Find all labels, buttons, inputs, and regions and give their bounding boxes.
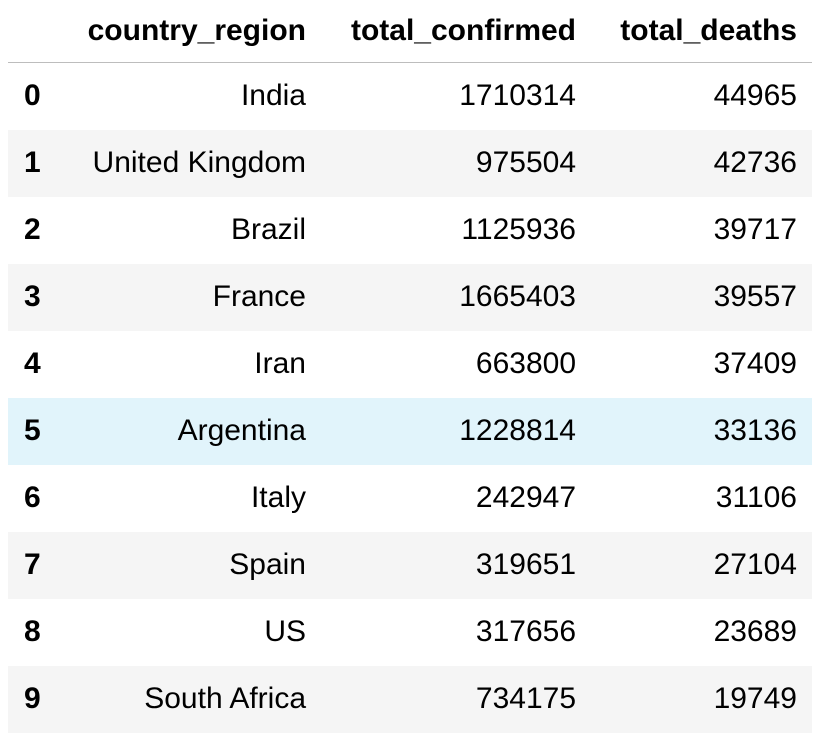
cell-country-region: France [212,280,306,313]
column-header-total-confirmed: total_confirmed [306,0,576,63]
cell-country-region: Argentina [177,414,306,447]
row-index: 4 [24,347,41,380]
cell-total-confirmed: 319651 [475,548,576,581]
header-spacer [797,0,812,63]
table-row: 0 India 1710314 44965 [8,63,812,130]
index-header [8,0,74,63]
table-row: 1 United Kingdom 975504 42736 [8,129,812,197]
header-row: country_region total_confirmed total_dea… [8,0,812,63]
cell-total-confirmed: 1228814 [459,414,576,447]
table-row: 2 Brazil 1125936 39717 [8,197,812,264]
cell-total-deaths: 39717 [713,213,797,246]
cell-country-region: South Africa [144,682,306,715]
row-index: 6 [24,481,41,514]
table-body: 0 India 1710314 44965 1 United Kingdom 975504 4… [8,63,812,733]
cell-total-confirmed: 734175 [475,682,576,715]
cell-total-deaths: 42736 [713,146,797,179]
cell-total-confirmed: 1710314 [459,79,576,113]
cell-country-region: US [264,615,306,648]
cell-country-region: Spain [229,548,306,581]
cell-total-confirmed: 1665403 [459,280,576,313]
cell-country-region: Iran [254,347,306,380]
cell-total-deaths: 33136 [713,414,797,447]
table-row: 4 Iran 663800 37409 [8,331,812,398]
cell-total-deaths: 23689 [713,615,797,648]
cell-total-confirmed: 975504 [475,146,576,179]
row-spacer [797,63,812,130]
table-row: 7 Spain 319651 27104 [8,531,812,599]
cell-country-region: United Kingdom [92,146,306,179]
row-spacer [797,264,812,331]
cell-total-confirmed: 663800 [475,347,576,380]
table-row: 5 Argentina 1228814 33136 [8,397,812,465]
row-index: 9 [24,682,41,715]
row-index: 2 [24,213,41,246]
cell-total-confirmed: 1125936 [461,213,576,246]
cell-country-region: Brazil [230,213,306,246]
row-index: 1 [24,146,41,179]
cell-total-deaths: 31106 [715,481,797,514]
row-spacer [797,331,812,398]
row-spacer [797,599,812,666]
table-row: 8 US 317656 23689 [8,599,812,666]
cell-total-deaths: 19749 [713,682,797,715]
row-spacer [797,465,812,532]
column-header-total-deaths: total_deaths [576,0,797,63]
row-spacer [797,532,812,599]
column-header-country-region: country_region [74,0,306,63]
cell-total-deaths: 39557 [713,280,797,313]
row-index: 7 [24,548,41,581]
cell-country-region: India [240,79,306,113]
row-index: 3 [24,280,41,313]
table-row: 9 South Africa 734175 19749 [8,665,812,733]
row-index: 8 [24,615,41,648]
row-spacer [797,666,812,733]
cell-total-confirmed: 242947 [475,481,576,514]
row-spacer [797,197,812,264]
dataframe-table: country_region total_confirmed total_dea… [8,0,812,733]
cell-country-region: Italy [250,481,306,514]
cell-total-confirmed: 317656 [475,615,576,648]
row-index: 0 [24,79,41,113]
table-row: 3 France 1665403 39557 [8,263,812,331]
cell-total-deaths: 37409 [713,347,797,380]
row-index: 5 [24,414,41,447]
cell-total-deaths: 44965 [713,79,797,113]
table-row: 6 Italy 242947 31106 [8,465,812,532]
row-spacer [797,398,812,465]
cell-total-deaths: 27104 [713,548,797,581]
row-spacer [797,130,812,197]
